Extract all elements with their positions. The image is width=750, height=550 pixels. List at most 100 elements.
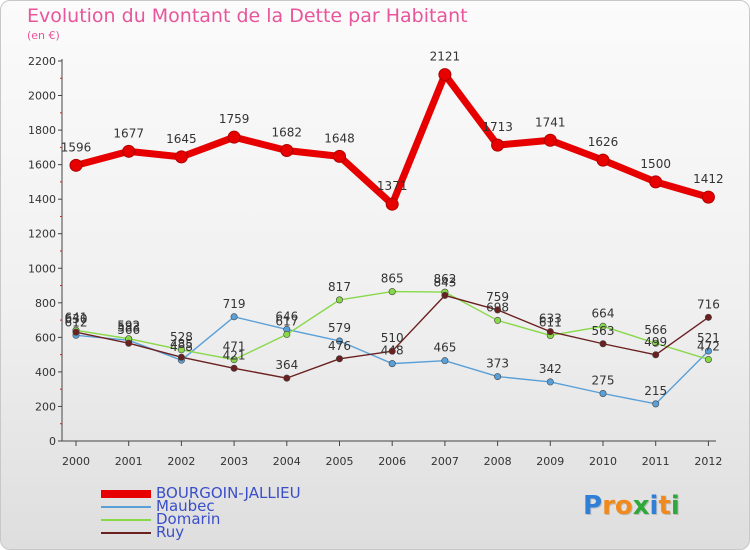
data-point [494,306,502,314]
proxiti-logo: Proxiti [583,491,680,521]
data-point [652,351,660,359]
data-label: 579 [328,321,351,335]
data-label: 646 [275,309,298,323]
data-point [388,360,396,368]
data-point [441,357,449,365]
data-label: 275 [592,374,615,388]
data-label: 528 [170,330,193,344]
x-tick-label: 2007 [431,455,459,468]
legend-item: Maubec [101,497,361,515]
legend-swatch [101,506,151,508]
data-point [230,313,238,321]
data-label: 510 [381,331,404,345]
y-tick-label: 0 [49,435,56,448]
data-label: 617 [275,314,298,328]
data-label: 1412 [693,172,724,186]
data-point [649,175,663,189]
data-label: 592 [117,319,140,333]
data-label: 566 [644,323,667,337]
data-label: 759 [486,290,509,304]
data-label: 342 [539,362,562,376]
data-label: 719 [223,297,246,311]
data-label: 865 [381,272,404,286]
logo-letter: r [602,491,615,521]
data-point [494,373,502,381]
data-label: 566 [117,323,140,337]
data-point [177,353,185,361]
data-label: 465 [433,341,456,355]
logo-letter: x [632,491,650,521]
data-label: 485 [170,337,193,351]
data-label: 476 [328,339,351,353]
data-label: 2121 [430,50,461,64]
data-label: 612 [65,315,88,329]
data-label: 716 [697,297,720,311]
legend-label: BOURGOIN-JALLIEU [156,484,301,502]
data-label: 862 [433,272,456,286]
x-tick-label: 2005 [326,455,354,468]
data-label: 664 [592,306,615,320]
legend-label: Domarin [156,510,221,528]
data-label: 1500 [640,157,671,171]
x-tick-label: 2012 [694,455,722,468]
x-tick-label: 2008 [484,455,512,468]
data-label: 1741 [535,115,566,129]
data-point [438,68,452,82]
y-tick-label: 2000 [28,90,56,103]
data-point [704,313,712,321]
data-point [230,356,238,364]
data-point [230,364,238,372]
data-point [283,374,291,382]
data-point [652,339,660,347]
chart-title: Evolution du Montant de la Dette par Hab… [27,5,468,27]
data-point [388,288,396,296]
data-label: 843 [433,275,456,289]
data-point [283,330,291,338]
y-tick-label: 1000 [28,262,56,275]
data-point [704,347,712,355]
data-label: 1682 [272,125,303,139]
x-tick-label: 2004 [273,455,301,468]
x-tick-label: 2001 [115,455,143,468]
data-point [280,143,294,157]
data-label: 1371 [377,179,408,193]
data-label: 499 [644,335,667,349]
data-label: 1648 [324,131,355,145]
x-tick-label: 2010 [589,455,617,468]
y-tick-label: 800 [35,297,56,310]
data-label: 364 [275,358,298,372]
data-label: 373 [486,357,509,371]
data-point [599,322,607,330]
data-label: 1596 [61,140,92,154]
data-point [335,296,343,304]
legend-item: Ruy [101,523,361,541]
x-tick-label: 2000 [62,455,90,468]
logo-letter: t [658,491,671,521]
x-tick-label: 2003 [220,455,248,468]
chart-subtitle: (en €) [27,29,60,42]
logo-letter: i [670,491,680,521]
y-tick-label: 1600 [28,159,56,172]
data-point [335,337,343,345]
legend-item: BOURGOIN-JALLIEU [101,484,361,502]
logo-letter: o [614,491,633,521]
y-tick-label: 600 [35,331,56,344]
data-point [599,340,607,348]
data-point [177,346,185,354]
data-point [652,400,660,408]
data-point [599,389,607,397]
data-label: 471 [223,340,246,354]
data-label: 215 [644,384,667,398]
data-point [125,339,133,347]
logo-letter: P [583,491,603,521]
y-tick-label: 1200 [28,228,56,241]
y-tick-label: 400 [35,366,56,379]
data-point [333,149,346,163]
legend-swatch [101,490,151,498]
data-label: 1645 [166,132,197,146]
data-point [701,190,715,204]
data-point [596,153,610,167]
y-tick-label: 2200 [28,55,56,68]
